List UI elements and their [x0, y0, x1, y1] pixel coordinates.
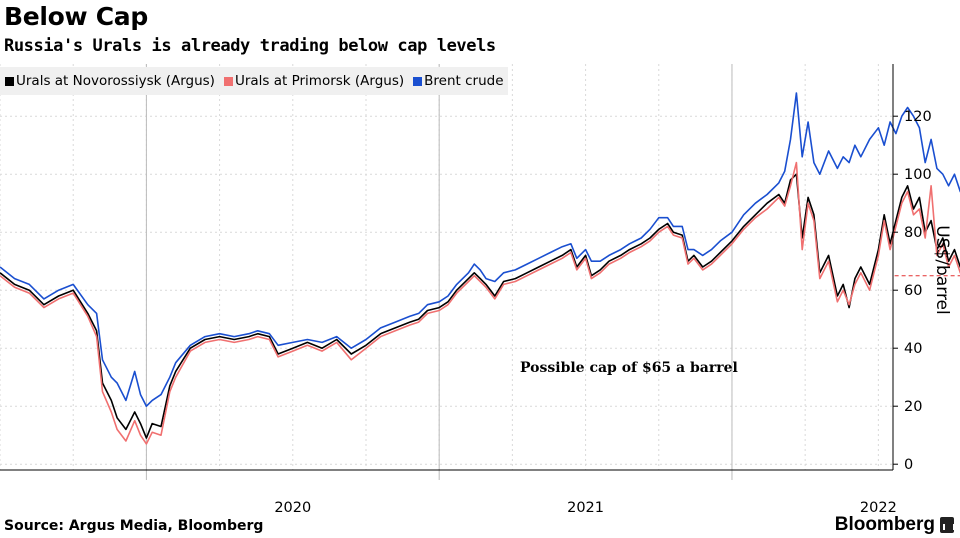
- series-lines: [0, 92, 960, 445]
- x-tick-label: 2022: [860, 500, 897, 516]
- legend-label-brent: Brent crude: [424, 73, 504, 89]
- y-tick-label: 100: [904, 167, 932, 183]
- chart-subtitle: Russia's Urals is already trading below …: [4, 36, 496, 56]
- x-tick-label: 2021: [567, 500, 604, 516]
- legend-swatch-brent: [413, 76, 423, 86]
- legend-swatch-primorsk: [223, 76, 233, 86]
- y-tick-label: 20: [904, 399, 922, 415]
- legend-label-primorsk: Urals at Primorsk (Argus): [234, 73, 405, 89]
- y-tick-label: 80: [904, 225, 922, 241]
- brand-name: Bloomberg: [834, 514, 935, 535]
- cap-annotation: Possible cap of $65 a barrel: [520, 275, 960, 376]
- legend: Urals at Novorossiysk (Argus) Urals at P…: [0, 67, 508, 95]
- legend-label-novorossiysk: Urals at Novorossiysk (Argus): [16, 73, 215, 89]
- series-line-1: [0, 161, 960, 445]
- legend-item-novorossiysk: Urals at Novorossiysk (Argus): [0, 67, 219, 95]
- y-axis-title: US$/barrel: [932, 225, 952, 314]
- source-note: Source: Argus Media, Bloomberg: [4, 518, 264, 534]
- bloomberg-logo-icon: [940, 517, 955, 533]
- axes: 0 20 40 60 80 100 120 2020 2021 2022: [0, 64, 932, 516]
- brand: Bloomberg: [834, 514, 955, 536]
- grid-lines: [0, 64, 893, 480]
- y-tick-label: 0: [904, 457, 913, 473]
- legend-swatch-novorossiysk: [5, 76, 14, 86]
- cap-label: Possible cap of $65 a barrel: [520, 360, 738, 376]
- legend-item-brent: Brent crude: [408, 67, 507, 95]
- y-tick-label: 60: [904, 283, 922, 299]
- chart-title: Below Cap: [4, 2, 148, 31]
- series-line-2: [0, 92, 960, 407]
- x-tick-label: 2020: [274, 500, 311, 516]
- y-tick-label: 40: [904, 341, 922, 357]
- series-line-0: [0, 173, 960, 439]
- y-tick-label: 120: [904, 109, 932, 125]
- legend-item-primorsk: Urals at Primorsk (Argus): [219, 67, 408, 95]
